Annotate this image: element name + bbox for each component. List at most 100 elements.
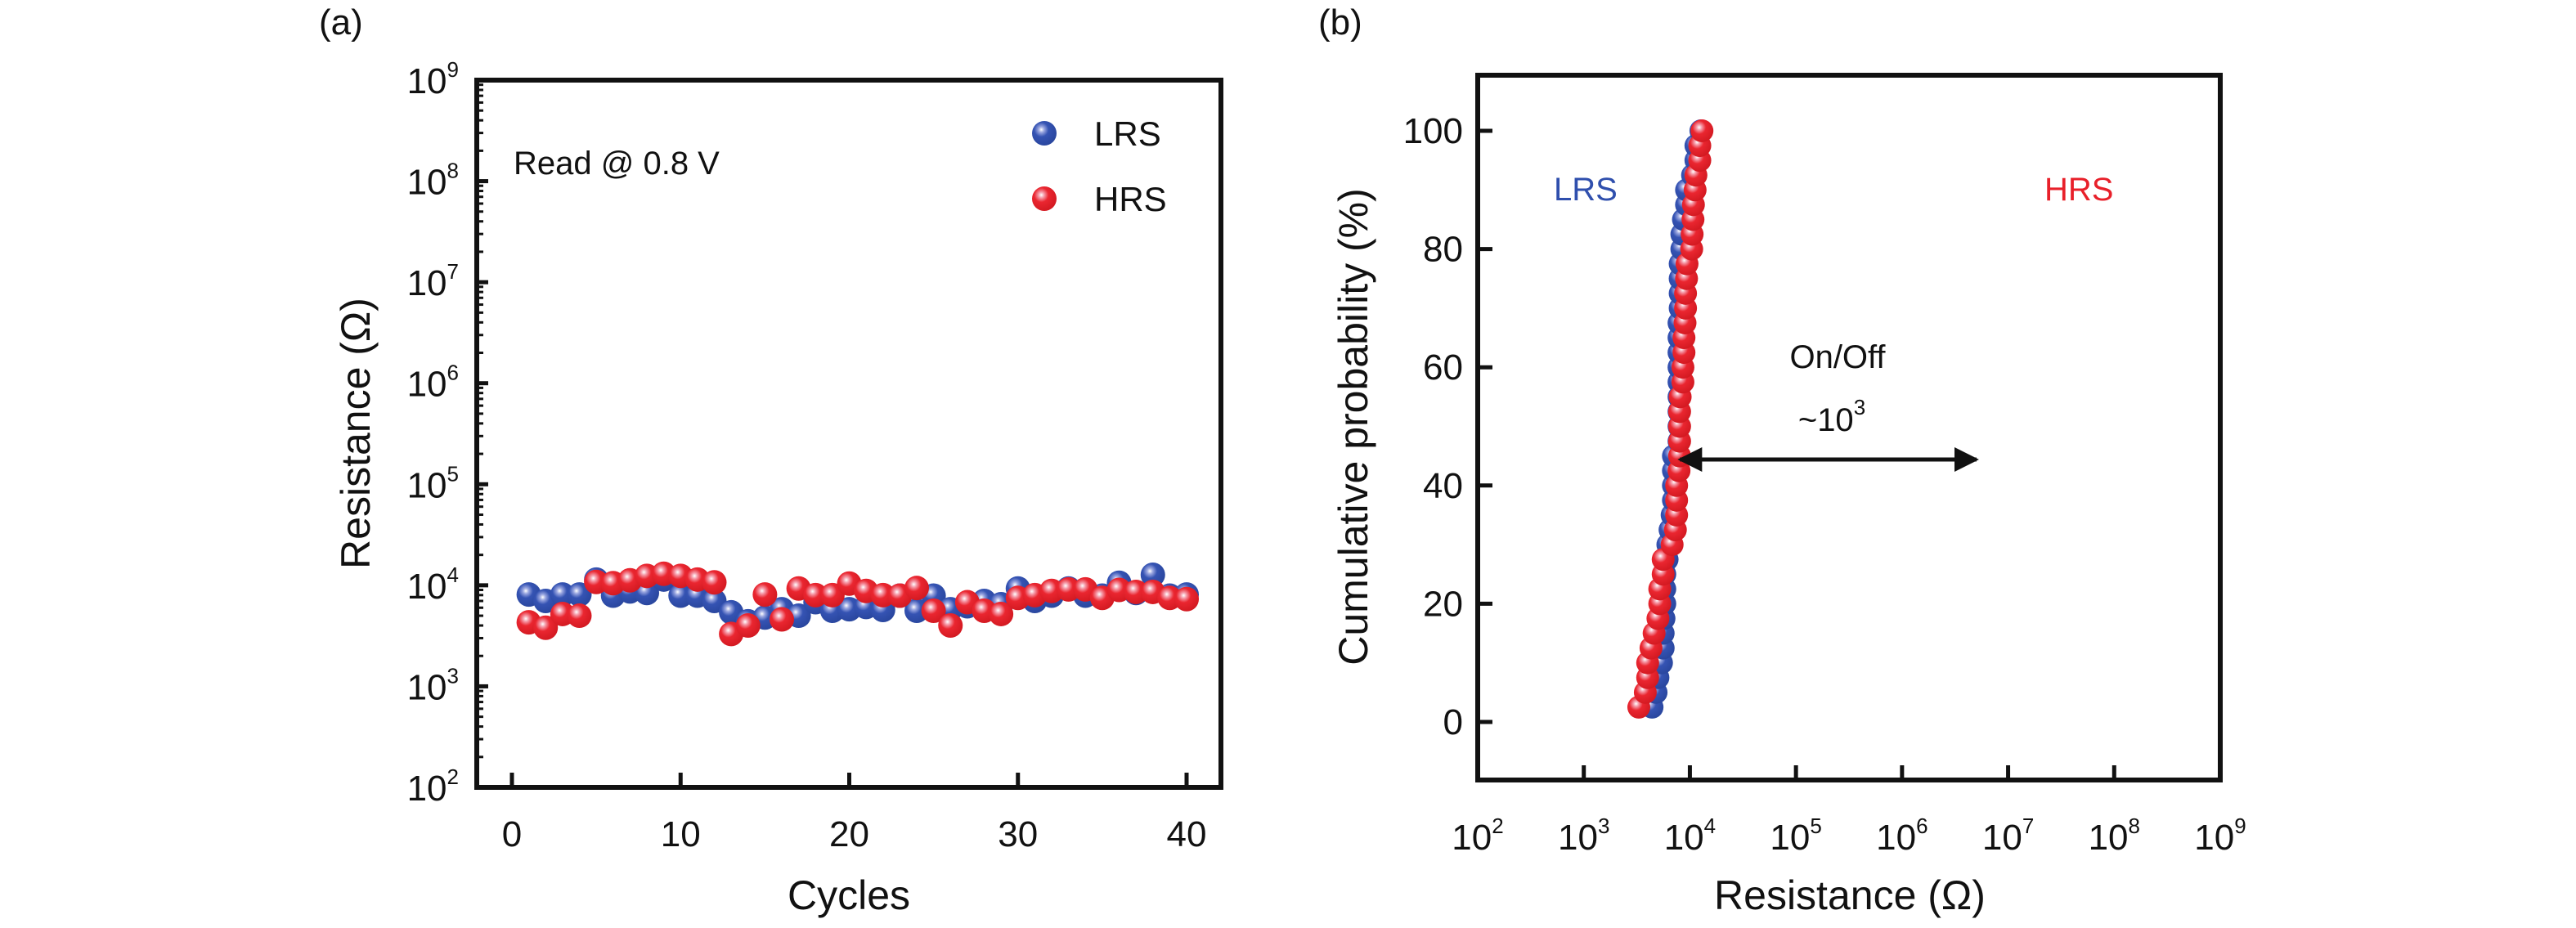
tick-exp: 2 <box>1492 814 1503 838</box>
tick-base: 10 <box>407 163 447 203</box>
tick-exp: 3 <box>1598 814 1609 838</box>
panel-a-frame <box>474 78 1223 790</box>
tick-exp: 2 <box>447 764 459 789</box>
hrs-point <box>752 582 778 607</box>
tick-base: 10 <box>1982 818 2022 858</box>
x-tick-label: 40 <box>1167 814 1207 854</box>
x-tick-label: 109 <box>2194 814 2246 858</box>
on-off-label: On/Off <box>1789 339 1886 375</box>
tick-base: 10 <box>407 667 447 707</box>
hrs-point <box>533 615 559 640</box>
legend-lrs-label: LRS <box>1094 114 1161 153</box>
tick-base: 10 <box>407 769 447 809</box>
hrs-cdf-point <box>1690 119 1714 142</box>
tick-exp: 4 <box>447 563 459 587</box>
tick-exp: 6 <box>447 361 459 385</box>
x-tick-label: 102 <box>1452 814 1503 858</box>
panel-b-lrs-label: LRS <box>1554 172 1618 208</box>
tick-base: 10 <box>1664 818 1704 858</box>
hrs-point <box>702 570 727 595</box>
panel-a-legend: LRS HRS <box>1032 114 1167 218</box>
y-tick-label: 102 <box>407 764 459 809</box>
panel-a-read-annotation: Read @ 0.8 V <box>514 146 720 182</box>
on-off-ratio-exp: 3 <box>1854 395 1865 419</box>
tick-exp: 8 <box>2129 814 2140 838</box>
hrs-point <box>1174 586 1199 612</box>
y-tick-label: 106 <box>407 361 459 405</box>
x-tick-label: 104 <box>1664 814 1716 858</box>
y-tick-label: 109 <box>407 57 459 101</box>
y-tick-label: 0 <box>1443 702 1463 742</box>
tick-exp: 3 <box>447 663 459 688</box>
tick-base: 10 <box>407 365 447 405</box>
lrs-point <box>904 598 929 623</box>
y-tick-label: 108 <box>407 159 459 203</box>
lrs-point <box>1140 563 1165 588</box>
tick-base: 10 <box>407 263 447 303</box>
lrs-point <box>668 583 693 608</box>
y-tick-label: 80 <box>1423 230 1463 270</box>
tick-exp: 5 <box>1810 814 1821 838</box>
y-tick-label: 107 <box>407 259 459 303</box>
panel-b-label: (b) <box>1318 2 1362 43</box>
tick-exp: 9 <box>447 57 459 82</box>
panel-a-points <box>516 561 1199 647</box>
panel-a-y-axis-title: Resistance (Ω) <box>333 298 379 569</box>
hrs-point <box>904 576 929 601</box>
tick-base: 10 <box>2194 818 2234 858</box>
y-tick-label: 105 <box>407 461 459 505</box>
x-tick-label: 20 <box>829 814 869 854</box>
tick-base: 10 <box>1876 818 1916 858</box>
panel-b-frame <box>1475 73 2223 782</box>
panel-a-label: (a) <box>319 2 363 43</box>
tick-base: 10 <box>2089 818 2129 858</box>
y-tick-label: 20 <box>1423 584 1463 624</box>
y-tick-label: 40 <box>1423 466 1463 506</box>
y-tick-label: 104 <box>407 563 459 607</box>
hrs-point <box>770 607 794 632</box>
x-tick-label: 107 <box>1982 814 2034 858</box>
hrs-point <box>938 613 963 639</box>
legend-hrs-label: HRS <box>1094 180 1167 218</box>
tick-exp: 9 <box>2234 814 2246 838</box>
tick-base: 10 <box>1452 818 1492 858</box>
tick-base: 10 <box>407 465 447 505</box>
x-tick-label: 105 <box>1770 814 1821 858</box>
tick-base: 10 <box>407 61 447 101</box>
lrs-point <box>635 581 659 606</box>
tick-exp: 8 <box>447 159 459 183</box>
x-tick-label: 30 <box>998 814 1038 854</box>
tick-exp: 5 <box>447 461 459 486</box>
y-tick-label: 60 <box>1423 347 1463 388</box>
panel-a-x-ticks: 0 10 20 30 40 <box>502 773 1207 854</box>
tick-exp: 4 <box>1704 814 1716 838</box>
x-tick-label: 103 <box>1558 814 1609 858</box>
panel-b-hrs-label: HRS <box>2044 172 2113 208</box>
panel-b-y-axis-title: Cumulative probability (%) <box>1331 188 1376 666</box>
on-off-ratio: ~103 <box>1798 395 1865 438</box>
hrs-point <box>1056 576 1081 602</box>
y-tick-label: 100 <box>1403 111 1463 151</box>
x-tick-label: 10 <box>661 814 701 854</box>
panel-b-points <box>1627 119 1714 719</box>
hrs-point <box>1124 579 1149 604</box>
y-tick-label: 103 <box>407 663 459 707</box>
hrs-point <box>989 601 1014 626</box>
tick-base: 10 <box>407 567 447 607</box>
panel-b-x-ticks: 102 103 104 105 106 107 108 109 <box>1452 765 2246 858</box>
tick-base: 10 <box>1770 818 1810 858</box>
legend-lrs-marker <box>1032 121 1057 146</box>
legend-hrs-marker <box>1032 186 1057 211</box>
panel-a-x-axis-title: Cycles <box>788 872 910 918</box>
hrs-point <box>735 613 761 639</box>
x-tick-label: 108 <box>2089 814 2140 858</box>
on-off-ratio-base: ~10 <box>1798 402 1854 438</box>
panel-b-y-ticks: 0 20 40 60 80 100 <box>1403 111 1492 742</box>
x-tick-label: 106 <box>1876 814 1928 858</box>
hrs-point <box>803 582 828 607</box>
x-tick-label: 0 <box>502 814 522 854</box>
